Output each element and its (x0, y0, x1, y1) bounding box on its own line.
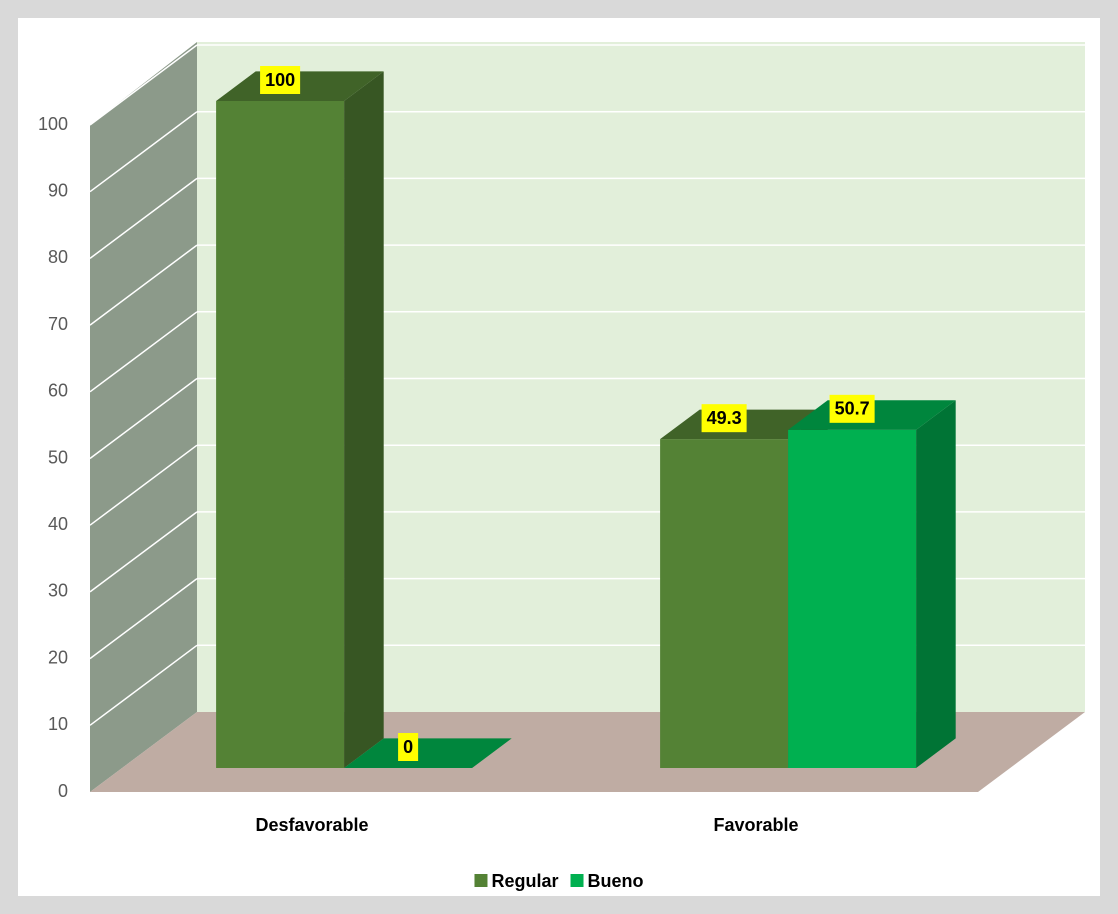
legend-label: Regular (491, 871, 558, 891)
y-tick-label: 60 (48, 381, 68, 401)
data-label-bg (260, 66, 301, 94)
y-tick-label: 0 (58, 781, 68, 801)
grid-line (89, 177, 198, 260)
grid-line (89, 511, 198, 593)
bar-front (788, 429, 917, 768)
bar-top (344, 738, 512, 768)
grid-line (89, 311, 198, 393)
bar-front (660, 439, 789, 768)
y-tick-label: 30 (48, 581, 68, 601)
bar-side (344, 71, 384, 768)
y-tick-label: 100 (38, 114, 68, 134)
y-tick-label: 90 (48, 180, 68, 200)
y-tick-label: 50 (48, 447, 68, 467)
y-tick-label: 40 (48, 514, 68, 534)
y-tick-label: 20 (48, 647, 68, 667)
y-tick-label: 10 (48, 714, 68, 734)
data-label-bg (701, 404, 747, 433)
grid-line (89, 644, 198, 726)
data-label-bg (829, 394, 875, 423)
data-label: 50.7 (835, 399, 870, 419)
x-tick-label: Desfavorable (255, 815, 368, 835)
bar-front (216, 101, 345, 768)
grid-line (89, 111, 198, 193)
bar (788, 400, 956, 768)
bar (216, 71, 384, 768)
data-label: 100 (265, 70, 295, 90)
grid-line (89, 244, 198, 326)
y-tick-label: 70 (48, 314, 68, 334)
side-wall (90, 42, 197, 792)
bar-side (916, 400, 956, 768)
y-tick-label: 80 (48, 247, 68, 267)
legend-label: Bueno (588, 871, 644, 891)
data-label: 49.3 (707, 408, 742, 428)
grid-line (89, 577, 198, 660)
grid-line (89, 377, 198, 460)
x-tick-label: Favorable (713, 815, 798, 835)
bar (344, 738, 512, 768)
legend-swatch (474, 874, 488, 887)
grid-line (89, 44, 198, 126)
data-label: 0 (403, 737, 413, 757)
grid-line (89, 444, 198, 526)
data-label-bg (398, 733, 419, 761)
legend-swatch (570, 874, 584, 887)
